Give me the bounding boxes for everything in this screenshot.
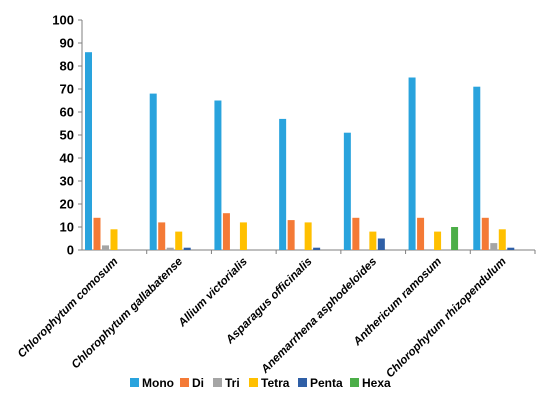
- bar-di-3: [222, 213, 230, 250]
- bar-tetra-7: [498, 229, 506, 250]
- bar-penta-5: [377, 238, 385, 250]
- category-label: Chlorophytum gallabatense: [70, 255, 186, 371]
- legend-label: Mono: [142, 376, 174, 390]
- legend-label: Hexa: [362, 376, 391, 390]
- y-tick-label: 100: [52, 13, 74, 28]
- legend: Mono Di Tri Tetra Penta Hexa: [130, 376, 391, 390]
- bar-tetra-6: [434, 231, 442, 250]
- bar-tetra-5: [369, 231, 377, 250]
- bar-series-group: [85, 52, 515, 251]
- bar-tri-2: [166, 247, 174, 250]
- legend-label: Tri: [225, 376, 240, 390]
- legend-swatch: [130, 378, 139, 387]
- legend-item-hexa: Hexa: [350, 376, 391, 390]
- bar-tetra-1: [110, 229, 118, 250]
- legend-swatch: [249, 378, 258, 387]
- bar-penta-2: [183, 247, 191, 250]
- bar-mono-5: [343, 132, 351, 250]
- y-tick-label: 30: [60, 174, 74, 189]
- bar-mono-3: [214, 100, 222, 250]
- bar-tri-7: [490, 243, 498, 250]
- bar-tetra-2: [175, 231, 183, 250]
- category-label: Chlorophytum rhizopendulum: [384, 256, 509, 381]
- bar-tetra-4: [304, 222, 312, 250]
- bar-tetra-3: [239, 222, 247, 250]
- bar-di-2: [158, 222, 166, 250]
- legend-label: Penta: [310, 376, 343, 390]
- y-tick-label: 50: [60, 128, 74, 143]
- legend-label: Di: [192, 376, 204, 390]
- bar-penta-4: [313, 247, 321, 250]
- y-tick-label: 80: [60, 59, 74, 74]
- legend-swatch: [350, 378, 359, 387]
- legend-label: Tetra: [261, 376, 290, 390]
- y-axis: 0 10 20 30 40 50 60 70 80 90 100: [52, 13, 83, 258]
- legend-item-penta: Penta: [298, 376, 343, 390]
- y-tick-label: 20: [60, 197, 74, 212]
- bar-di-7: [481, 217, 489, 250]
- bar-mono-4: [279, 118, 287, 251]
- y-tick-label: 10: [60, 220, 74, 235]
- bar-mono-1: [85, 52, 92, 251]
- legend-swatch: [213, 378, 222, 387]
- x-axis: [82, 249, 536, 254]
- category-label: Allium victorialis: [176, 256, 250, 330]
- category-label: Chlorophytum comosum: [16, 256, 121, 361]
- legend-swatch: [180, 378, 189, 387]
- y-tick-label: 60: [60, 105, 74, 120]
- y-tick-label: 40: [60, 151, 74, 166]
- bar-hexa-6: [451, 227, 459, 250]
- bar-mono-6: [408, 77, 416, 250]
- bar-di-1: [93, 217, 101, 250]
- legend-item-di: Di: [180, 376, 204, 390]
- legend-item-tetra: Tetra: [249, 376, 290, 390]
- legend-item-mono: Mono: [130, 376, 174, 390]
- bar-tri-1: [102, 245, 109, 250]
- legend-swatch: [298, 378, 307, 387]
- bar-penta-7: [507, 247, 515, 250]
- category-label: Anemarrhena asphodeloides: [259, 256, 380, 377]
- bar-mono-7: [473, 86, 481, 250]
- y-tick-label: 90: [60, 36, 74, 51]
- legend-item-tri: Tri: [213, 376, 240, 390]
- y-tick-label: 70: [60, 82, 74, 97]
- bar-di-5: [352, 217, 360, 250]
- bar-mono-2: [149, 93, 157, 250]
- bar-di-4: [287, 220, 295, 250]
- bar-di-6: [417, 217, 425, 250]
- y-tick-label: 0: [67, 243, 74, 258]
